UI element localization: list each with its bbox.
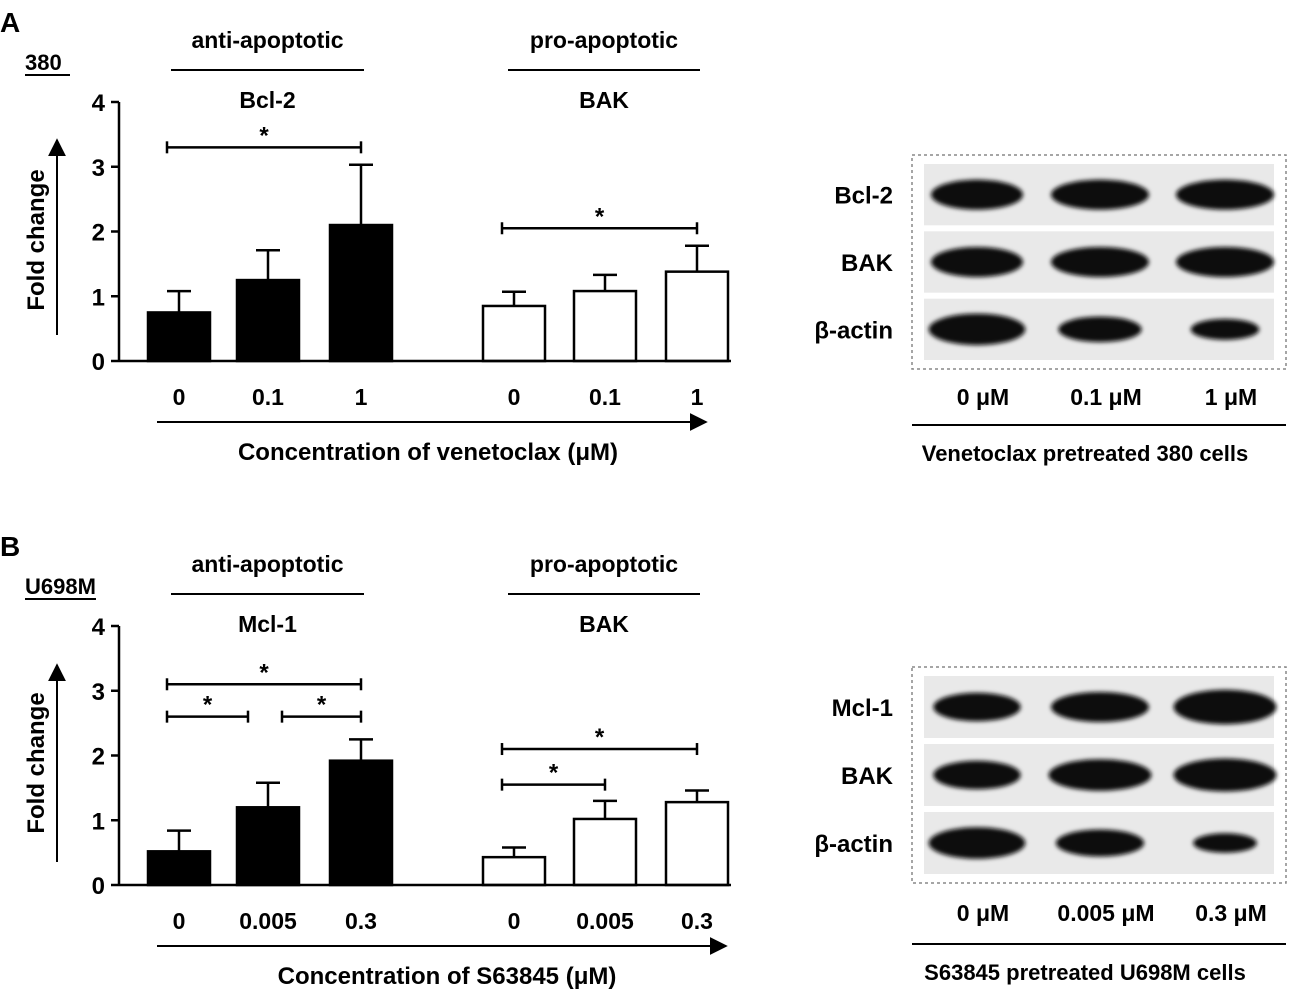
x-tick-label: 0	[173, 908, 186, 934]
x-tick-label: 0	[508, 908, 521, 934]
gene-label: Mcl-1	[238, 611, 297, 637]
significance-star: *	[317, 692, 327, 719]
x-tick-label: 1	[355, 384, 368, 410]
significance-star: *	[549, 760, 559, 787]
significance-star: *	[259, 659, 269, 686]
bar	[146, 850, 212, 887]
blot-band	[1055, 829, 1145, 857]
blot-band	[1176, 179, 1274, 210]
bar	[235, 278, 301, 363]
x-tick-label: 1	[691, 384, 704, 410]
blot-row-label: β-actin	[814, 317, 893, 344]
y-tick-label: 0	[92, 873, 105, 900]
blot-row-label: BAK	[841, 250, 894, 277]
blot-band	[1051, 692, 1149, 722]
bar	[235, 806, 301, 887]
x-axis-label: Concentration of venetoclax (μM)	[238, 439, 618, 466]
y-tick-label: 4	[92, 614, 106, 641]
blot-band	[928, 827, 1026, 859]
x-tick-label: 0.1	[589, 384, 621, 410]
blot-lane-label: 1 μM	[1205, 384, 1257, 410]
x-tick-label: 0.005	[576, 908, 634, 934]
gene-label: BAK	[579, 611, 629, 637]
bar	[328, 759, 394, 887]
blot-band	[928, 313, 1026, 346]
blot-row-label: Mcl-1	[832, 695, 893, 722]
blot-lane-label: 0 μM	[957, 384, 1009, 410]
blot-row-label: BAK	[841, 763, 894, 790]
blot-lane-label: 0.3 μM	[1195, 900, 1267, 926]
significance-star: *	[595, 203, 605, 230]
blot-frame	[911, 666, 1287, 884]
group-category-label: anti-apoptotic	[191, 551, 343, 577]
blot-band	[1051, 179, 1149, 210]
y-tick-label: 2	[92, 220, 105, 247]
x-tick-label: 0.1	[252, 384, 284, 410]
group-category-label: pro-apoptotic	[530, 551, 678, 577]
blot-caption: Venetoclax pretreated 380 cells	[922, 441, 1249, 466]
blot-band	[933, 760, 1021, 790]
blot-band	[1173, 758, 1277, 792]
y-tick-label: 3	[92, 155, 105, 182]
y-tick-label: 1	[92, 808, 105, 835]
blot-band	[1058, 316, 1142, 343]
blot-band	[931, 247, 1023, 277]
bar	[328, 223, 394, 363]
cell-line-label: U698M	[25, 574, 96, 599]
cell-line-label: 380	[25, 50, 62, 75]
x-tick-label: 0.005	[239, 908, 297, 934]
blot-lane-label: 0.1 μM	[1070, 384, 1142, 410]
gene-label: Bcl-2	[239, 87, 295, 113]
blot-band	[1051, 247, 1149, 277]
y-tick-label: 4	[92, 90, 106, 117]
bar	[664, 270, 730, 363]
y-tick-label: 1	[92, 284, 105, 311]
blot-band	[1176, 247, 1274, 277]
y-tick-label: 2	[92, 744, 105, 771]
bar	[146, 311, 212, 363]
y-axis-label: Fold change	[23, 169, 50, 310]
blot-band	[1193, 833, 1257, 853]
blot-row-label: Bcl-2	[834, 183, 893, 210]
x-axis-label: Concentration of S63845 (μM)	[278, 963, 617, 990]
panel-letter: A	[0, 7, 20, 38]
significance-star: *	[203, 692, 213, 719]
blot-band	[1048, 759, 1152, 791]
group-category-label: anti-apoptotic	[191, 27, 343, 53]
blot-frame	[911, 154, 1287, 370]
y-tick-label: 3	[92, 679, 105, 706]
x-tick-label: 0	[173, 384, 186, 410]
bar	[572, 817, 638, 887]
blot-band	[1173, 689, 1277, 725]
bar	[572, 289, 638, 363]
blot-band	[1190, 318, 1260, 340]
x-tick-label: 0	[508, 384, 521, 410]
blot-caption: S63845 pretreated U698M cells	[924, 960, 1246, 985]
significance-star: *	[259, 122, 269, 149]
bar	[664, 800, 730, 887]
blot-lane-label: 0.005 μM	[1057, 900, 1154, 926]
gene-label: BAK	[579, 87, 629, 113]
significance-star: *	[595, 724, 605, 751]
blot-lane-label: 0 μM	[957, 900, 1009, 926]
blot-band	[931, 179, 1023, 210]
x-tick-label: 0.3	[345, 908, 377, 934]
y-axis-label: Fold change	[23, 692, 50, 833]
blot-band	[933, 692, 1021, 722]
y-tick-label: 0	[92, 349, 105, 376]
bar	[481, 304, 547, 363]
bar	[481, 855, 547, 887]
panel-letter: B	[0, 531, 20, 562]
group-category-label: pro-apoptotic	[530, 27, 678, 53]
blot-row-label: β-actin	[814, 831, 893, 858]
x-tick-label: 0.3	[681, 908, 713, 934]
